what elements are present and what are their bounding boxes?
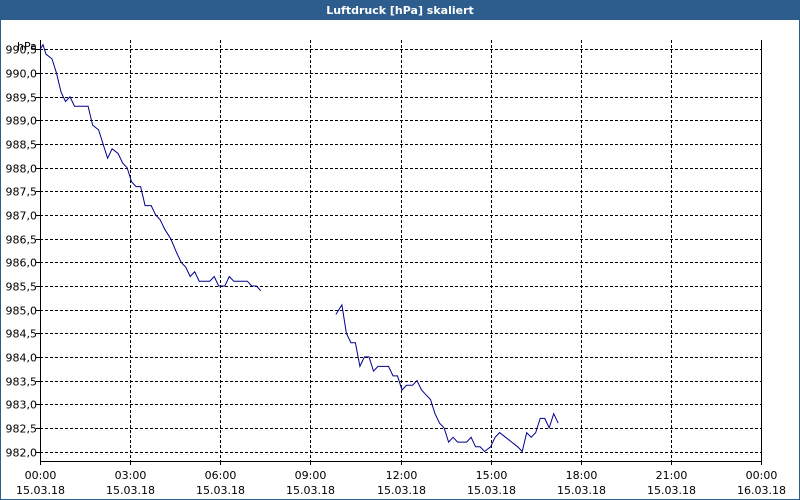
x-tick-date-label: 15.03.18 — [467, 484, 516, 497]
axis-layer — [36, 40, 762, 465]
chart-title: Luftdruck [hPa] skaliert — [1, 1, 799, 20]
y-tick-label: 986,0 — [6, 257, 38, 270]
y-tick-label: 983,0 — [6, 399, 38, 412]
x-tick-time-label: 18:00 — [566, 469, 598, 482]
x-tick-time-label: 09:00 — [295, 469, 327, 482]
x-tick-time-label: 12:00 — [386, 469, 418, 482]
x-tick-time-label: 21:00 — [656, 469, 688, 482]
y-tick-label: 989,0 — [6, 115, 38, 128]
y-tick-label: 984,5 — [6, 328, 38, 341]
x-tick-time-label: 06:00 — [205, 469, 237, 482]
x-tick-labels: 00:00 15.03.18 03:00 15.03.18 06:00 15.03.18 0… — [16, 469, 786, 497]
x-tick-date-label: 15.03.18 — [196, 484, 245, 497]
y-tick-label: 989,5 — [6, 92, 38, 105]
y-tick-label: 985,0 — [6, 305, 38, 318]
grid-layer — [40, 40, 761, 461]
y-tick-label: 986,5 — [6, 234, 38, 247]
y-tick-label: 984,0 — [6, 352, 38, 365]
x-tick-date-label: 15.03.18 — [377, 484, 426, 497]
x-tick-date-label: 15.03.18 — [16, 484, 65, 497]
y-tick-label: 982,0 — [6, 447, 38, 460]
series-line-segment — [39, 43, 262, 292]
y-tick-label: 990,5 — [6, 44, 38, 57]
x-tick-date-label: 15.03.18 — [106, 484, 155, 497]
x-tick-date-label: 15.03.18 — [557, 484, 606, 497]
x-tick-date-label: 15.03.18 — [286, 484, 335, 497]
y-tick-labels: 990,5 990,0 989,5 989,0 988,5 988,0 987,5 987,0… — [6, 44, 38, 460]
x-tick-time-label: 15:00 — [476, 469, 508, 482]
x-tick-date-label: 15.03.18 — [647, 484, 696, 497]
y-tick-label: 982,5 — [6, 423, 38, 436]
y-tick-label: 988,5 — [6, 139, 38, 152]
y-tick-label: 985,5 — [6, 281, 38, 294]
y-tick-label: 987,0 — [6, 210, 38, 223]
x-tick-time-label: 00:00 — [746, 469, 778, 482]
x-tick-time-label: 00:00 — [25, 469, 57, 482]
series-layer — [39, 43, 559, 453]
x-tick-time-label: 03:00 — [115, 469, 147, 482]
x-tick-date-label: 16.03.18 — [737, 484, 786, 497]
y-tick-label: 988,0 — [6, 163, 38, 176]
series-line-segment — [335, 303, 559, 453]
y-tick-label: 990,0 — [6, 68, 38, 81]
y-tick-label: 983,5 — [6, 376, 38, 389]
y-tick-label: 987,5 — [6, 186, 38, 199]
y-axis-unit-label: hPa — [17, 40, 37, 53]
